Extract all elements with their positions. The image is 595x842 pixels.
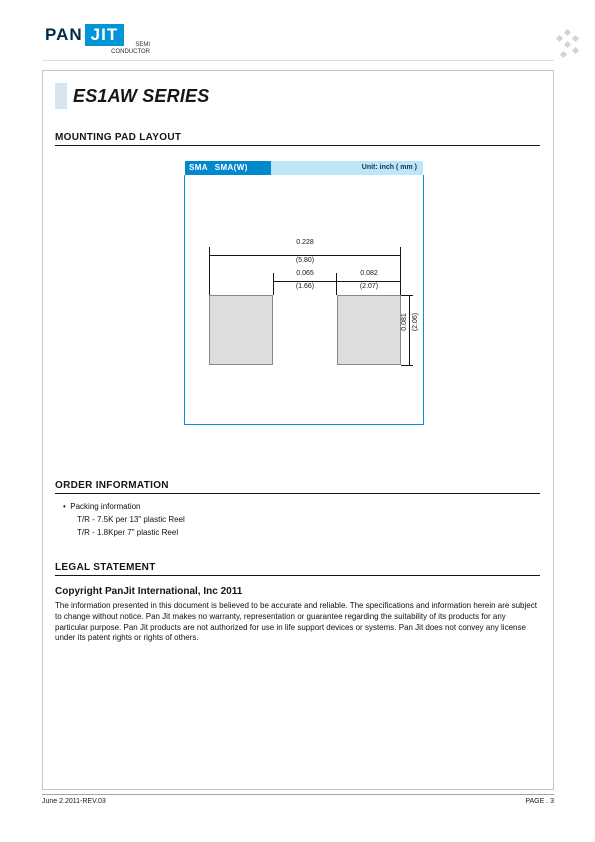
pad-layout-diagram: SMA SMA(W) Unit: inch ( mm ) 0.228 (5.80… [184, 175, 424, 425]
legal-block: Copyright PanJit International, Inc 2011… [55, 586, 540, 644]
dim-overall-mm: (5.80) [209, 257, 401, 264]
logo-subtext: SEMI CONDUCTOR [110, 42, 150, 55]
dim-gap-in: 0.065 [273, 270, 337, 277]
logo-left: PAN [45, 25, 83, 45]
dim-line-gap [273, 281, 337, 282]
footer: June 2.2011-REV.03 PAGE . 3 [42, 794, 554, 795]
diagram-header: SMA SMA(W) Unit: inch ( mm ) [185, 161, 423, 175]
pad-right [337, 295, 401, 365]
order-item: T/R - 1.8Kper 7" plastic Reel [77, 528, 185, 537]
pads-group [209, 295, 401, 365]
section-order: ORDER INFORMATION [55, 480, 540, 494]
dim-tick [209, 247, 210, 295]
dim-padh-mm: (2.06) [412, 287, 419, 357]
dot-icon [572, 35, 579, 42]
dim-gap-mm: (1.66) [273, 283, 337, 290]
logo-sub2: CONDUCTOR [111, 49, 150, 55]
dim-overall-in: 0.228 [209, 239, 401, 246]
dim-line-overall [209, 255, 401, 256]
order-header-line: • Packing information [63, 502, 185, 511]
section-legal: LEGAL STATEMENT [55, 562, 540, 576]
diagram-header-right: Unit: inch ( mm ) [271, 161, 423, 175]
order-item: T/R - 7.5K per 13" plastic Reel [77, 515, 185, 524]
title-stripe [55, 83, 67, 109]
pad-left [209, 295, 273, 365]
dot-icon [572, 47, 579, 54]
order-header: Packing information [70, 502, 140, 511]
header-separator [42, 60, 554, 61]
dot-icon [564, 29, 571, 36]
legal-copyright: Copyright PanJit International, Inc 2011 [55, 586, 540, 597]
section-mounting-heading: MOUNTING PAD LAYOUT [55, 132, 540, 146]
legal-body: The information presented in this docume… [55, 601, 540, 644]
section-legal-heading: LEGAL STATEMENT [55, 562, 540, 576]
footer-left: June 2.2011-REV.03 [42, 798, 106, 805]
page: PAN JIT SEMI CONDUCTOR ES1AW SERIES MOUN… [0, 0, 595, 842]
section-order-heading: ORDER INFORMATION [55, 480, 540, 494]
dot-icon [556, 35, 563, 42]
page-title: ES1AW SERIES [73, 86, 209, 107]
dim-line-padh [409, 295, 410, 365]
order-body: • Packing information T/R - 7.5K per 13"… [63, 502, 185, 541]
dim-padw-mm: (2.07) [337, 283, 401, 290]
section-mounting: MOUNTING PAD LAYOUT [55, 132, 540, 146]
page-title-band: ES1AW SERIES [55, 83, 209, 109]
dim-padh-in: 0.081 [401, 287, 408, 357]
logo-sub1: SEMI [135, 42, 150, 48]
dot-icon [560, 51, 567, 58]
dim-tick [401, 365, 413, 366]
diagram-header-left: SMA SMA(W) [185, 161, 271, 175]
dot-icon [564, 41, 571, 48]
dim-padw-in: 0.082 [337, 270, 401, 277]
dim-line-padw [337, 281, 401, 282]
footer-right: PAGE . 3 [525, 798, 554, 805]
